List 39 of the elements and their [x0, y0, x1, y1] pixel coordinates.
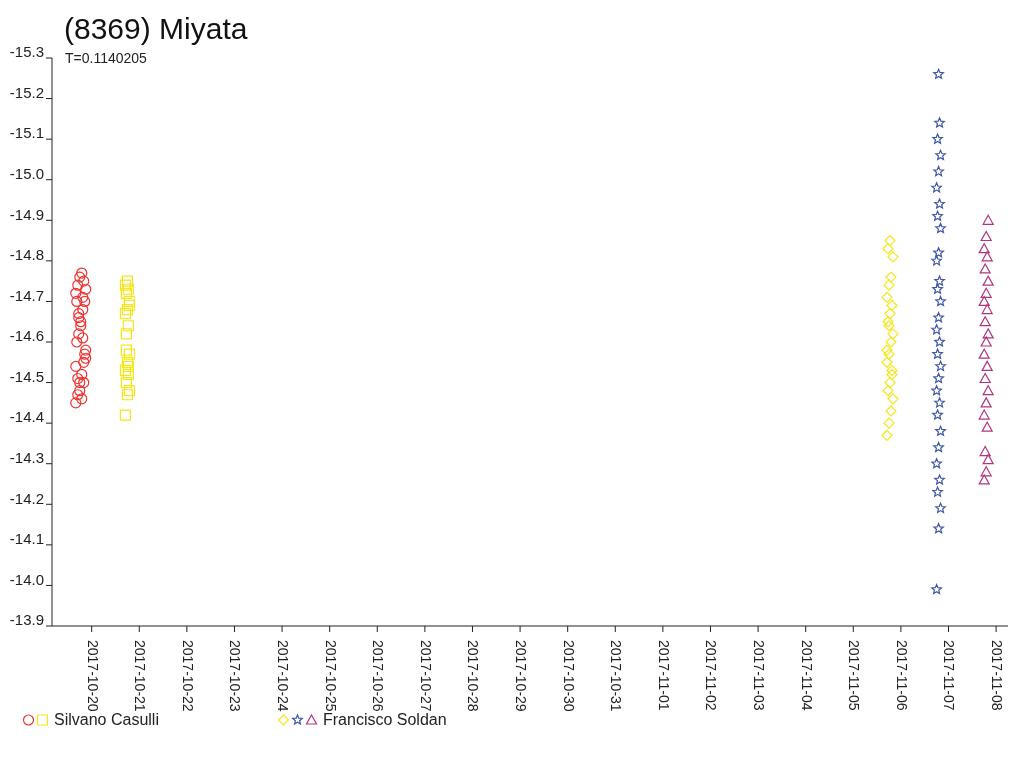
- y-tick-label: -13.9: [9, 611, 44, 629]
- x-tick-label: 2017-10-29: [513, 640, 530, 712]
- x-tick-label: 2017-10-24: [275, 640, 292, 712]
- y-tick-label: -14.6: [9, 327, 44, 345]
- x-tick-label: 2017-10-22: [179, 640, 196, 712]
- x-tick-label: 2017-11-07: [941, 640, 958, 711]
- x-tick-label: 2017-10-23: [227, 640, 244, 712]
- y-tick-label: -14.8: [9, 246, 44, 264]
- y-tick-label: -15.3: [9, 43, 44, 61]
- x-tick-label: 2017-11-02: [703, 640, 720, 711]
- x-tick-label: 2017-11-03: [751, 640, 768, 711]
- y-tick-label: -14.5: [9, 367, 44, 385]
- chart-subtitle: T=0.1140205: [65, 50, 147, 66]
- y-tick-label: -14.9: [9, 205, 44, 223]
- x-tick-label: 2017-11-05: [846, 640, 863, 711]
- y-tick-label: -14.1: [9, 530, 44, 548]
- x-tick-label: 2017-11-01: [655, 640, 672, 711]
- y-tick-label: -14.0: [9, 570, 44, 588]
- x-tick-label: 2017-11-04: [798, 640, 815, 711]
- x-tick-label: 2017-10-26: [370, 640, 387, 712]
- x-tick-label: 2017-10-25: [322, 640, 339, 712]
- x-tick-label: 2017-10-27: [417, 640, 434, 712]
- x-tick-label: 2017-10-31: [608, 640, 625, 712]
- y-tick-label: -15.2: [9, 83, 44, 101]
- y-tick-label: -14.7: [9, 286, 44, 304]
- x-tick-label: 2017-10-28: [465, 640, 482, 712]
- y-tick-label: -15.0: [9, 165, 44, 183]
- y-tick-label: -14.4: [9, 408, 44, 426]
- x-tick-label: 2017-11-06: [893, 640, 910, 711]
- y-tick-label: -14.2: [9, 489, 44, 507]
- x-tick-label: 2017-10-30: [560, 640, 577, 712]
- legend-label: Francisco Soldan: [323, 711, 447, 729]
- x-tick-label: 2017-11-08: [989, 640, 1006, 711]
- legend-label: Silvano Casulli: [54, 711, 159, 729]
- x-tick-label: 2017-10-21: [132, 640, 149, 712]
- y-tick-label: -15.1: [9, 124, 44, 142]
- x-tick-label: 2017-10-20: [84, 640, 101, 712]
- chart-title: (8369) Miyata: [64, 12, 248, 46]
- y-tick-label: -14.3: [9, 449, 44, 467]
